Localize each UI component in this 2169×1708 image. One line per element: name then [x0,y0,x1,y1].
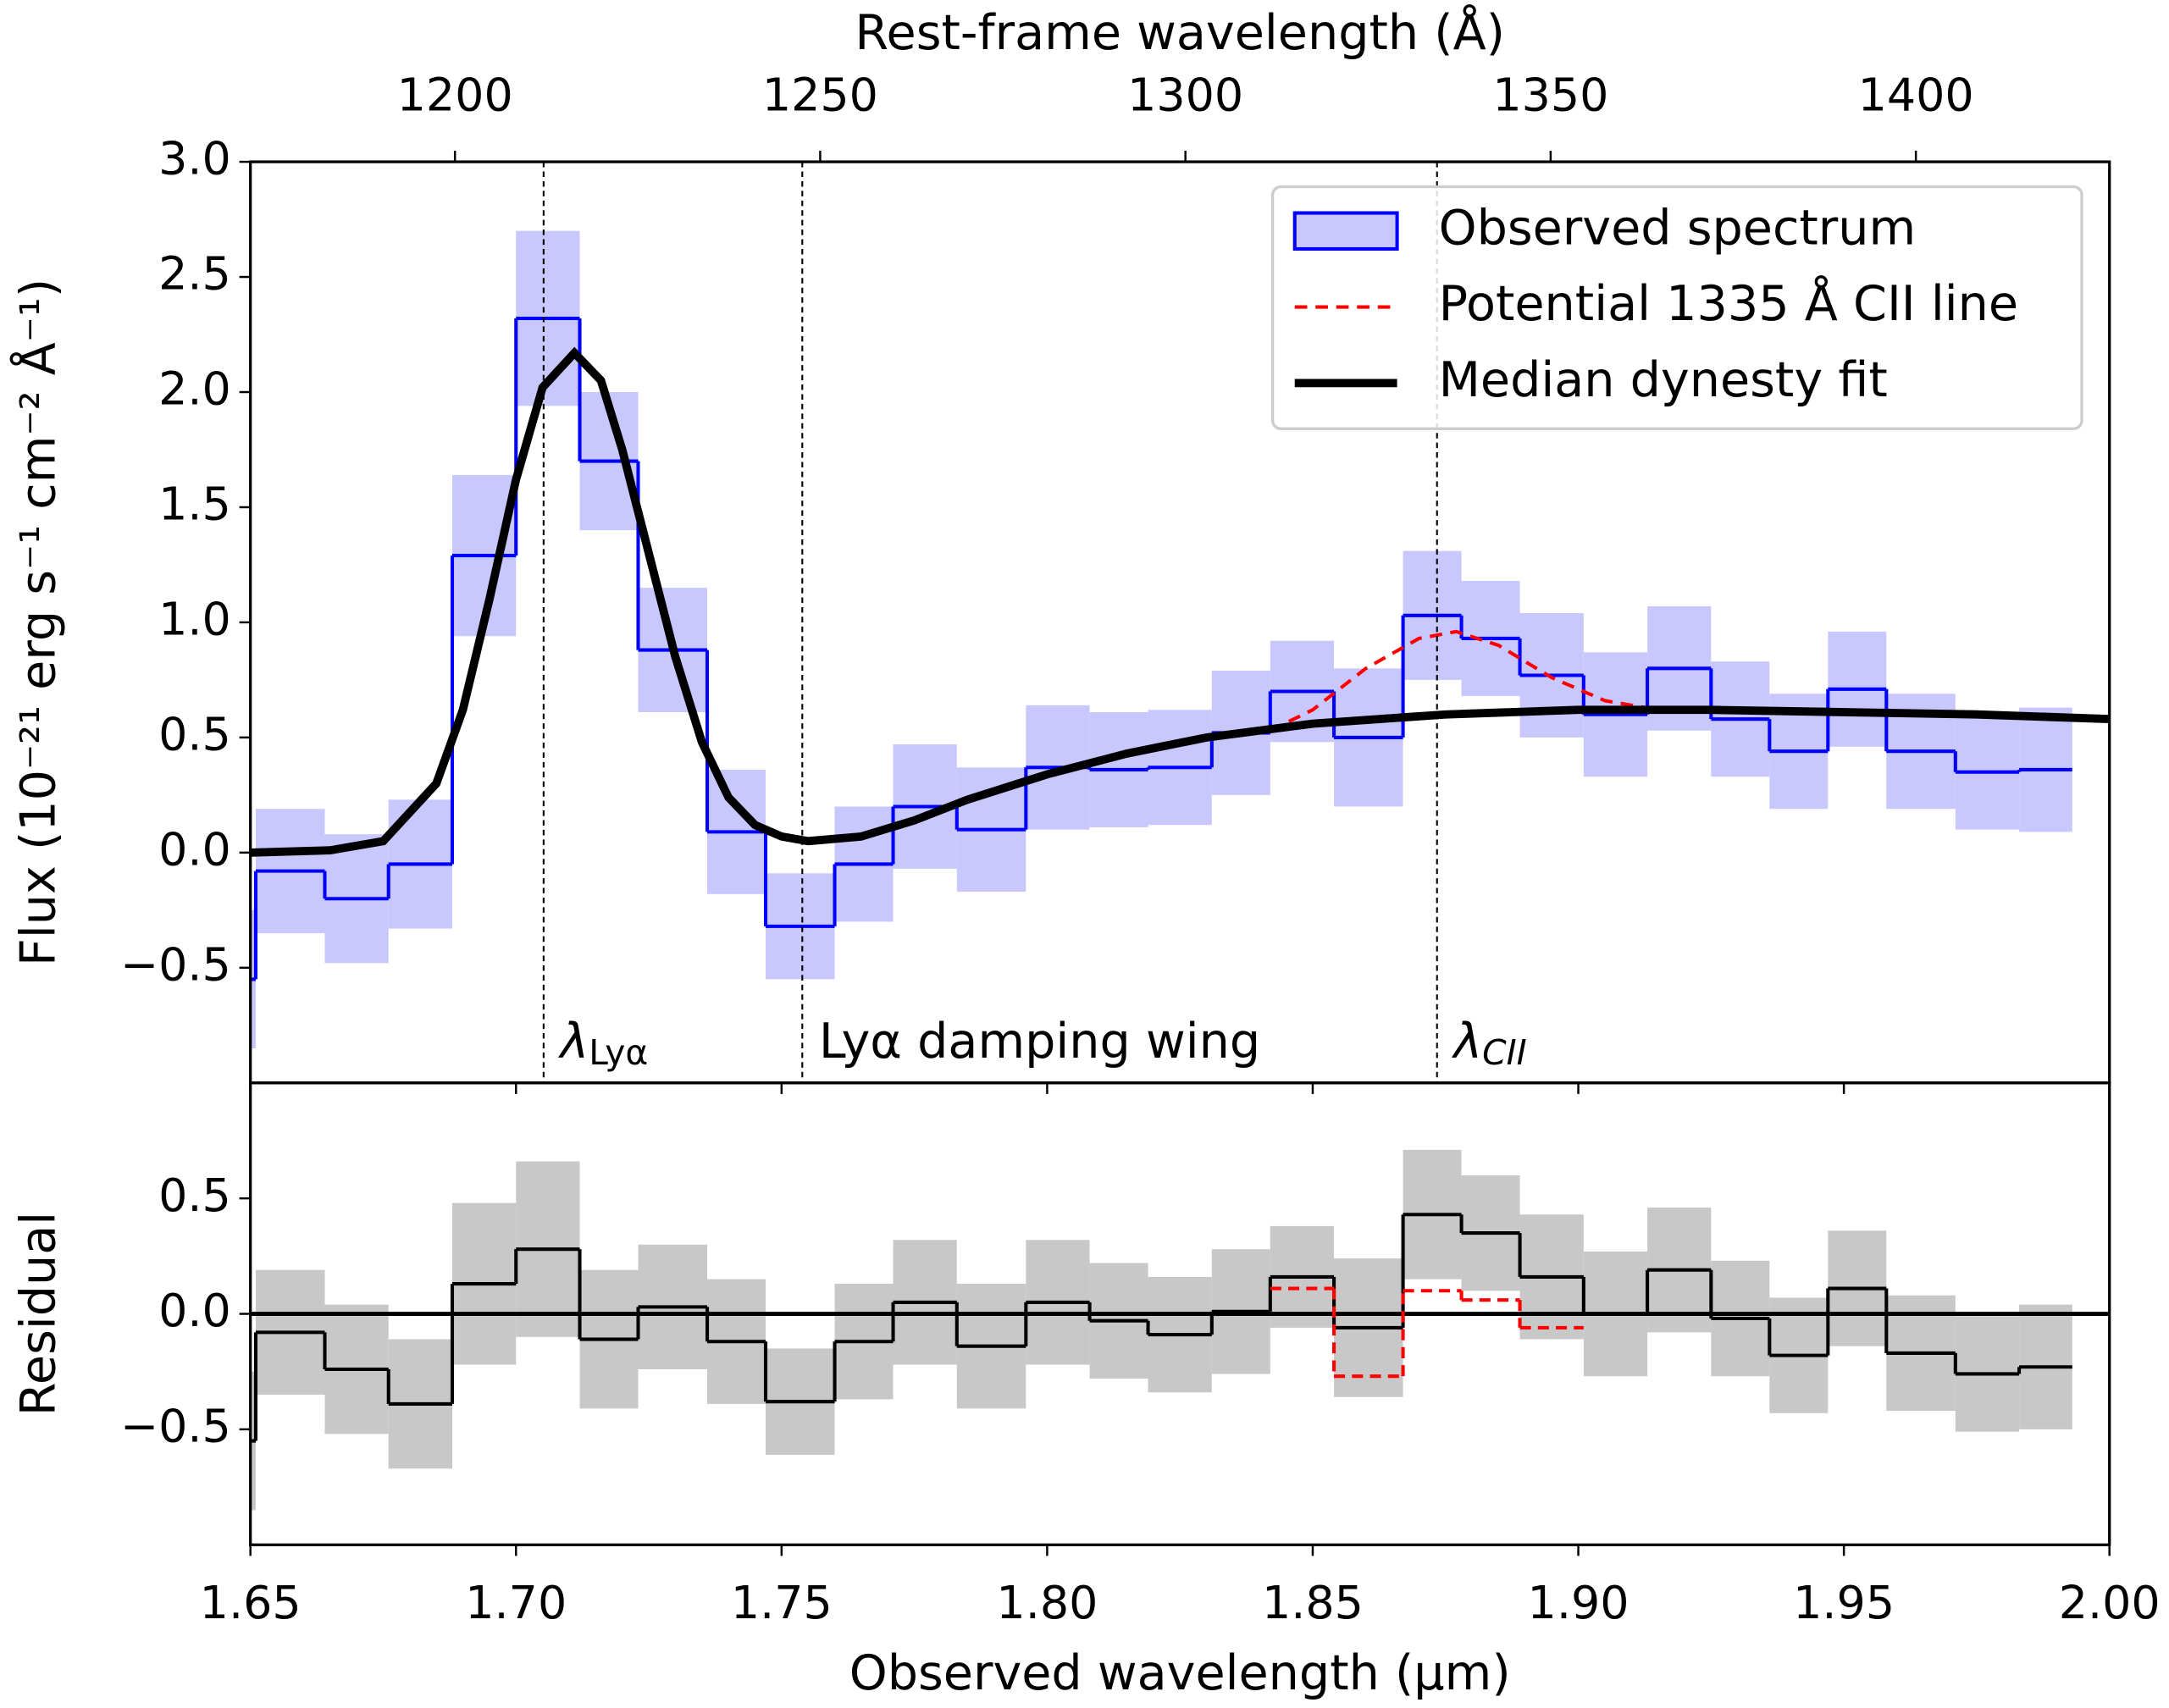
y-tick-label: 0.0 [158,823,231,876]
x-tick-label: 1.75 [731,1576,833,1629]
legend-label: Median dynesty fit [1439,352,1888,408]
y-tick-label: −0.5 [120,937,231,991]
annotation-text: λ [557,1014,589,1070]
y-tick-label: −0.5 [120,1400,231,1453]
x2-tick-label: 1200 [397,69,513,122]
x-axis-label: Observed wavelength (μm) [849,1645,1511,1701]
plot-frame [249,1081,2111,1546]
annotation-subscript: Lyα [589,1032,648,1073]
plot-layer: 0.5 0.0 −0.5 1.65 1.70 1.75 1.80 1.85 1.90 1.95 2.… [120,1081,2161,1629]
annotation: Lyα damping wing [819,1014,1260,1070]
y-tick-label: 1.0 [158,593,231,646]
x-tick-label: 1.70 [465,1576,567,1629]
y-tick-label: 0.5 [158,708,231,761]
x-tick-label: 1.90 [1528,1576,1630,1629]
y-axis-label: Flux (10⁻²¹ erg s⁻¹ cm⁻² Å⁻¹) [9,279,67,966]
y-axis-label: Residual [11,1212,67,1416]
x2-tick-label: 1250 [762,69,878,122]
legend-label: Observed spectrum [1439,200,1917,256]
plot-layer: 3.0 2.5 2.0 1.5 1.0 0.5 0.0 −0.5 1200 1250 1300 135… [120,69,2111,1094]
y-tick-label: 0.5 [158,1169,231,1222]
line [1269,629,1658,732]
x-tick-label: 1.85 [1262,1576,1364,1629]
y-tick-label: 1.5 [158,478,231,531]
annotation-text: Lyα damping wing [819,1014,1260,1070]
annotation: λCII [1451,1014,1526,1073]
x2-tick-label: 1300 [1127,69,1243,122]
x2-axis-label: Rest-frame wavelength (Å) [855,3,1505,61]
legend-box [1270,185,2083,430]
x-tick-label: 2.00 [2059,1576,2161,1629]
x2-tick-label: 1400 [1858,69,1974,122]
annotation: λLyα [557,1014,648,1073]
y-tick-label: 2.5 [158,247,231,301]
legend-swatch [1292,211,1399,252]
y-tick-label: 0.0 [158,1284,231,1337]
plot-area [250,1149,2110,1511]
annotation-text: λ [1451,1014,1482,1070]
line [250,346,2110,857]
annotation-subscript: CII [1482,1032,1527,1073]
x-tick-label: 1.80 [996,1576,1098,1629]
y-tick-label: 3.0 [158,132,231,185]
legend-label: Potential 1335 Å CII line [1439,274,2018,332]
x-tick-label: 1.95 [1793,1576,1895,1629]
y-tick-label: 2.0 [158,362,231,416]
plot-area [250,162,2110,1083]
x2-tick-label: 1350 [1492,69,1608,122]
x-tick-label: 1.65 [200,1576,302,1629]
